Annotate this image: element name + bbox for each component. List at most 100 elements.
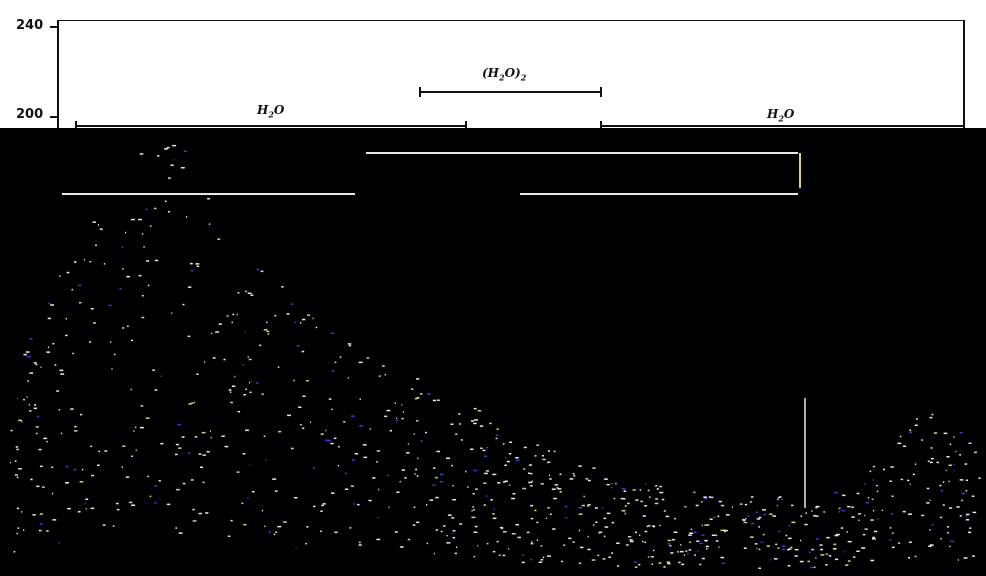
trace-dot	[186, 216, 188, 218]
trace-dot	[656, 488, 659, 490]
trace-dot	[187, 335, 191, 338]
trace-dot	[201, 431, 206, 434]
trace-dot	[902, 510, 906, 513]
trace-dot	[247, 356, 249, 358]
trace-dot	[84, 502, 86, 505]
trace-dot	[959, 454, 961, 456]
trace-dot	[29, 410, 32, 412]
trace-dot	[644, 505, 648, 507]
trace-dot	[693, 491, 696, 494]
trace-dot	[426, 542, 429, 545]
trace-dot	[17, 397, 19, 400]
trace-dot	[372, 477, 376, 479]
trace-dot	[399, 546, 404, 548]
trace-dot	[277, 366, 280, 368]
trace-dot	[929, 499, 931, 501]
trace-dot	[587, 548, 591, 551]
trace-dot	[897, 442, 902, 445]
trace-dot	[677, 551, 679, 553]
trace-dot	[140, 426, 144, 429]
trace-dot	[713, 516, 716, 518]
trace-dot	[306, 526, 309, 528]
trace-dot	[465, 470, 467, 473]
trace-dot	[266, 330, 270, 333]
trace-dot	[275, 531, 278, 533]
trace-dot	[644, 541, 647, 544]
trace-dot	[965, 479, 968, 481]
trace-dot	[680, 550, 684, 553]
trace-dot	[750, 522, 755, 525]
trace-dot	[178, 532, 183, 534]
trace-dot	[256, 268, 260, 271]
trace-dot	[501, 527, 504, 530]
trace-dot	[206, 451, 210, 453]
trace-dot	[611, 482, 613, 485]
trace-dot	[414, 397, 418, 400]
trace-dot	[800, 539, 802, 542]
trace-dot	[92, 221, 96, 223]
trace-dot	[411, 388, 414, 390]
trace-dot	[261, 393, 264, 395]
trace-dot	[667, 543, 671, 545]
trace-dot	[654, 502, 659, 505]
trace-dot	[707, 524, 710, 526]
trace-dot	[926, 487, 930, 490]
trace-dot	[369, 428, 371, 430]
trace-dot	[180, 167, 185, 169]
trace-dot	[639, 534, 641, 537]
trace-dot	[133, 430, 135, 432]
band-label-h2o-right: H2O	[767, 107, 795, 124]
trace-dot	[193, 401, 196, 404]
trace-dot	[949, 545, 951, 548]
trace-dot	[471, 516, 476, 519]
trace-dot	[278, 430, 282, 433]
trace-dot	[413, 506, 416, 508]
trace-dot	[404, 477, 407, 479]
trace-dot	[564, 505, 568, 508]
trace-dot	[328, 439, 331, 442]
trace-dot	[864, 514, 866, 517]
trace-dot	[504, 464, 507, 466]
trace-dot	[704, 539, 708, 542]
trace-dot	[587, 504, 591, 506]
trace-dot	[626, 544, 629, 546]
trace-dot	[234, 375, 236, 378]
trace-dot	[482, 449, 486, 452]
trace-dot	[331, 492, 335, 494]
trace-dot	[36, 432, 38, 435]
trace-dot	[436, 450, 441, 453]
trace-dot	[451, 464, 454, 467]
trace-dot	[473, 469, 477, 472]
trace-dot	[832, 548, 837, 550]
trace-dot	[699, 542, 703, 545]
trace-dot	[949, 443, 952, 446]
trace-dot	[530, 542, 534, 545]
trace-dot	[154, 485, 158, 487]
trace-dot	[867, 497, 870, 499]
top-frame-line	[57, 20, 965, 21]
trace-dot	[838, 511, 841, 513]
trace-dot	[634, 566, 638, 568]
trace-dot	[909, 483, 911, 486]
trace-dot	[221, 435, 225, 437]
trace-dot	[27, 355, 32, 358]
trace-dot	[322, 503, 326, 505]
trace-dot	[473, 555, 475, 558]
trace-dot	[416, 521, 420, 524]
trace-dot	[681, 563, 685, 566]
trace-dot	[353, 503, 355, 505]
trace-dot	[44, 437, 48, 440]
trace-dot	[18, 419, 22, 422]
trace-dot	[673, 531, 678, 533]
trace-dot	[16, 532, 18, 535]
trace-dot	[249, 381, 250, 384]
trace-dot	[363, 456, 368, 459]
trace-dot	[65, 318, 68, 320]
trace-dot	[546, 462, 549, 465]
trace-dot	[948, 480, 950, 483]
trace-dot	[376, 450, 381, 452]
trace-dot	[720, 556, 725, 559]
trace-dot	[826, 536, 830, 539]
trace-dot	[10, 429, 13, 432]
trace-dot	[79, 302, 82, 304]
